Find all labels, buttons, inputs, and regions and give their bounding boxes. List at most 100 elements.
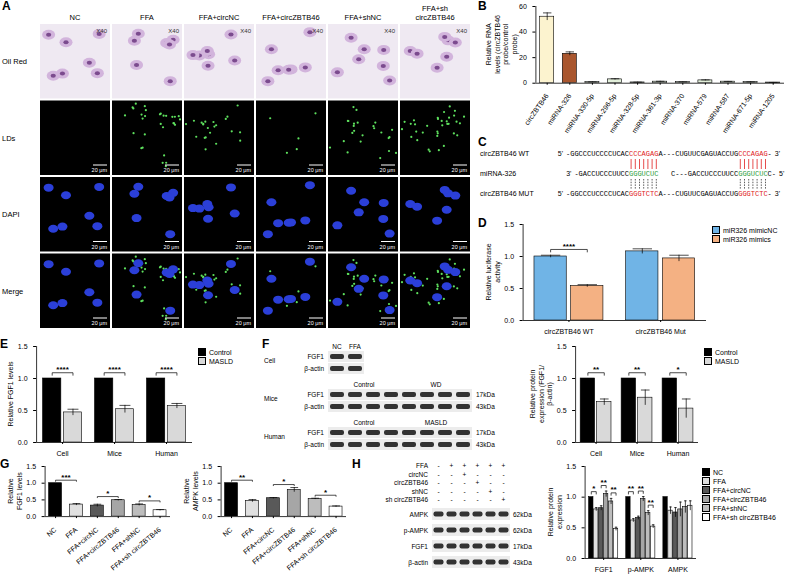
svg-text:MASLD: MASLD [425,419,448,426]
svg-text:-: - [489,471,491,478]
svg-text:0.0: 0.0 [566,555,576,562]
svg-text:1.5: 1.5 [18,343,28,350]
svg-text:+: + [450,462,454,469]
svg-text:circZBTB46: circZBTB46 [415,13,454,22]
svg-text:20 μm: 20 μm [452,167,468,173]
svg-text:5': 5' [558,190,563,197]
svg-text:0.5: 0.5 [202,496,212,503]
svg-text:Relative FGF1 levels: Relative FGF1 levels [7,361,14,426]
svg-text:**: ** [239,473,246,482]
svg-text:NC: NC [45,526,57,538]
svg-text:-: - [450,471,452,478]
svg-text:FGF1: FGF1 [411,543,428,550]
svg-text:20 μm: 20 μm [308,167,324,173]
svg-text:X40: X40 [240,28,251,34]
svg-text:A---CUGUUCGAGUACCUG: A---CUGUUCGAGUACCUG [658,150,738,158]
svg-text:FGF1: FGF1 [307,353,324,360]
svg-text:20 μm: 20 μm [308,244,324,250]
svg-text:****: **** [56,365,69,374]
svg-text:-: - [489,479,491,486]
svg-text:circZBTB46 MUT: circZBTB46 MUT [480,190,534,197]
svg-text:Human: Human [155,450,178,457]
svg-text:p-AMPK: p-AMPK [628,566,654,574]
svg-text:miRNA-361-3p: miRNA-361-3p [631,92,664,135]
svg-text:-: - [463,488,465,495]
svg-text:FFA+sh: FFA+sh [422,4,448,13]
svg-text:-: - [476,471,478,478]
svg-text:0.0: 0.0 [557,439,567,446]
svg-text:-: - [768,190,772,198]
svg-text:20 μm: 20 μm [236,167,252,173]
svg-text:0.0: 0.0 [202,513,212,520]
svg-text:circZBTB46 Mut: circZBTB46 Mut [636,328,686,335]
svg-text:Oil Red: Oil Red [2,57,27,66]
svg-text:sh circZBTB46: sh circZBTB46 [385,496,428,503]
svg-text:Relative proteinexpression (FG: Relative proteinexpression (FGF1/β-actin… [529,365,554,423]
svg-text:20 μm: 20 μm [452,320,468,326]
svg-text:-: - [502,471,504,478]
svg-text:+: + [463,471,467,478]
svg-text:miRNA-1205: miRNA-1205 [747,92,776,129]
svg-text:FGF1: FGF1 [307,429,324,436]
svg-text:**: ** [638,484,645,493]
svg-text:GGGTCTC: GGGTCTC [629,190,658,198]
svg-text:0.5: 0.5 [26,496,36,503]
svg-text:CCCAGAG: CCCAGAG [629,150,658,158]
svg-text:FFA+shNC: FFA+shNC [345,13,382,22]
svg-text:-: - [450,488,452,495]
svg-text:GGGTCTC: GGGTCTC [738,190,767,198]
svg-text:20 μm: 20 μm [452,244,468,250]
svg-text:-GGCCCUCCCCUCAC: -GGCCCUCCCCUCAC [566,150,629,158]
svg-text:20 μm: 20 μm [308,320,324,326]
svg-text:17kDa: 17kDa [476,429,495,436]
svg-text:FFA+sh circZBTB46: FFA+sh circZBTB46 [110,526,163,572]
svg-text:20: 20 [519,54,527,61]
svg-text:FFA: FFA [140,13,154,22]
svg-text:Mice: Mice [264,395,278,402]
svg-text:1.0: 1.0 [566,493,576,500]
svg-text:20 μm: 20 μm [164,244,180,250]
svg-text:-: - [463,496,465,503]
svg-text:C---GACCUCCCUUCC: C---GACCUCCCUUCC [671,170,738,178]
svg-text:circZBTB46 WT: circZBTB46 WT [544,328,594,335]
svg-text:RelativeAMPK levels: RelativeAMPK levels [183,471,199,511]
svg-text:Relative luciferaseactivity: Relative luciferaseactivity [485,243,502,300]
svg-text:0.5: 0.5 [504,285,514,292]
svg-text:-: - [489,496,491,503]
svg-text:FFA+circNC: FFA+circNC [199,13,240,22]
svg-text:X40: X40 [96,28,107,34]
svg-text:β-actin: β-actin [408,559,428,567]
svg-text:DAPI: DAPI [2,210,20,219]
svg-text:20 μm: 20 μm [92,320,108,326]
svg-text:*: * [592,484,596,493]
svg-text:+: + [489,462,493,469]
svg-text:0.5: 0.5 [566,524,576,531]
svg-text:LDs: LDs [2,134,16,143]
svg-text:0.0: 0.0 [26,513,36,520]
svg-text:20 μm: 20 μm [92,167,108,173]
svg-text:-GACCUCCCUUCC: -GACCUCCCUUCC [574,170,629,178]
svg-text:*: * [324,488,328,497]
svg-text:-: - [437,496,439,503]
svg-text:****: **** [108,365,121,374]
svg-text:FFA+sh circZBTB46: FFA+sh circZBTB46 [286,526,339,572]
svg-text:-: - [437,488,439,495]
svg-text:-: - [463,479,465,486]
svg-text:***: *** [61,473,71,482]
svg-text:-: - [502,488,504,495]
svg-text:-GGCCCUCCCCUCAC: -GGCCCUCCCCUCAC [566,190,629,198]
svg-text:Cell: Cell [590,450,603,457]
svg-text:FFA: FFA [416,462,429,469]
svg-text:Relative proteinexpression: Relative proteinexpression [547,488,564,537]
svg-text:+: + [502,496,506,503]
svg-text:****: **** [563,242,576,251]
svg-text:3': 3' [566,170,571,177]
svg-text:circZBTB46: circZBTB46 [394,479,428,486]
svg-text:20 μm: 20 μm [380,244,396,250]
svg-text:NC: NC [332,343,342,350]
svg-text:43kDa: 43kDa [476,403,495,410]
svg-text:-: - [437,471,439,478]
svg-text:+: + [476,462,480,469]
svg-text:**: ** [634,365,641,374]
svg-text:Cell: Cell [264,357,276,364]
